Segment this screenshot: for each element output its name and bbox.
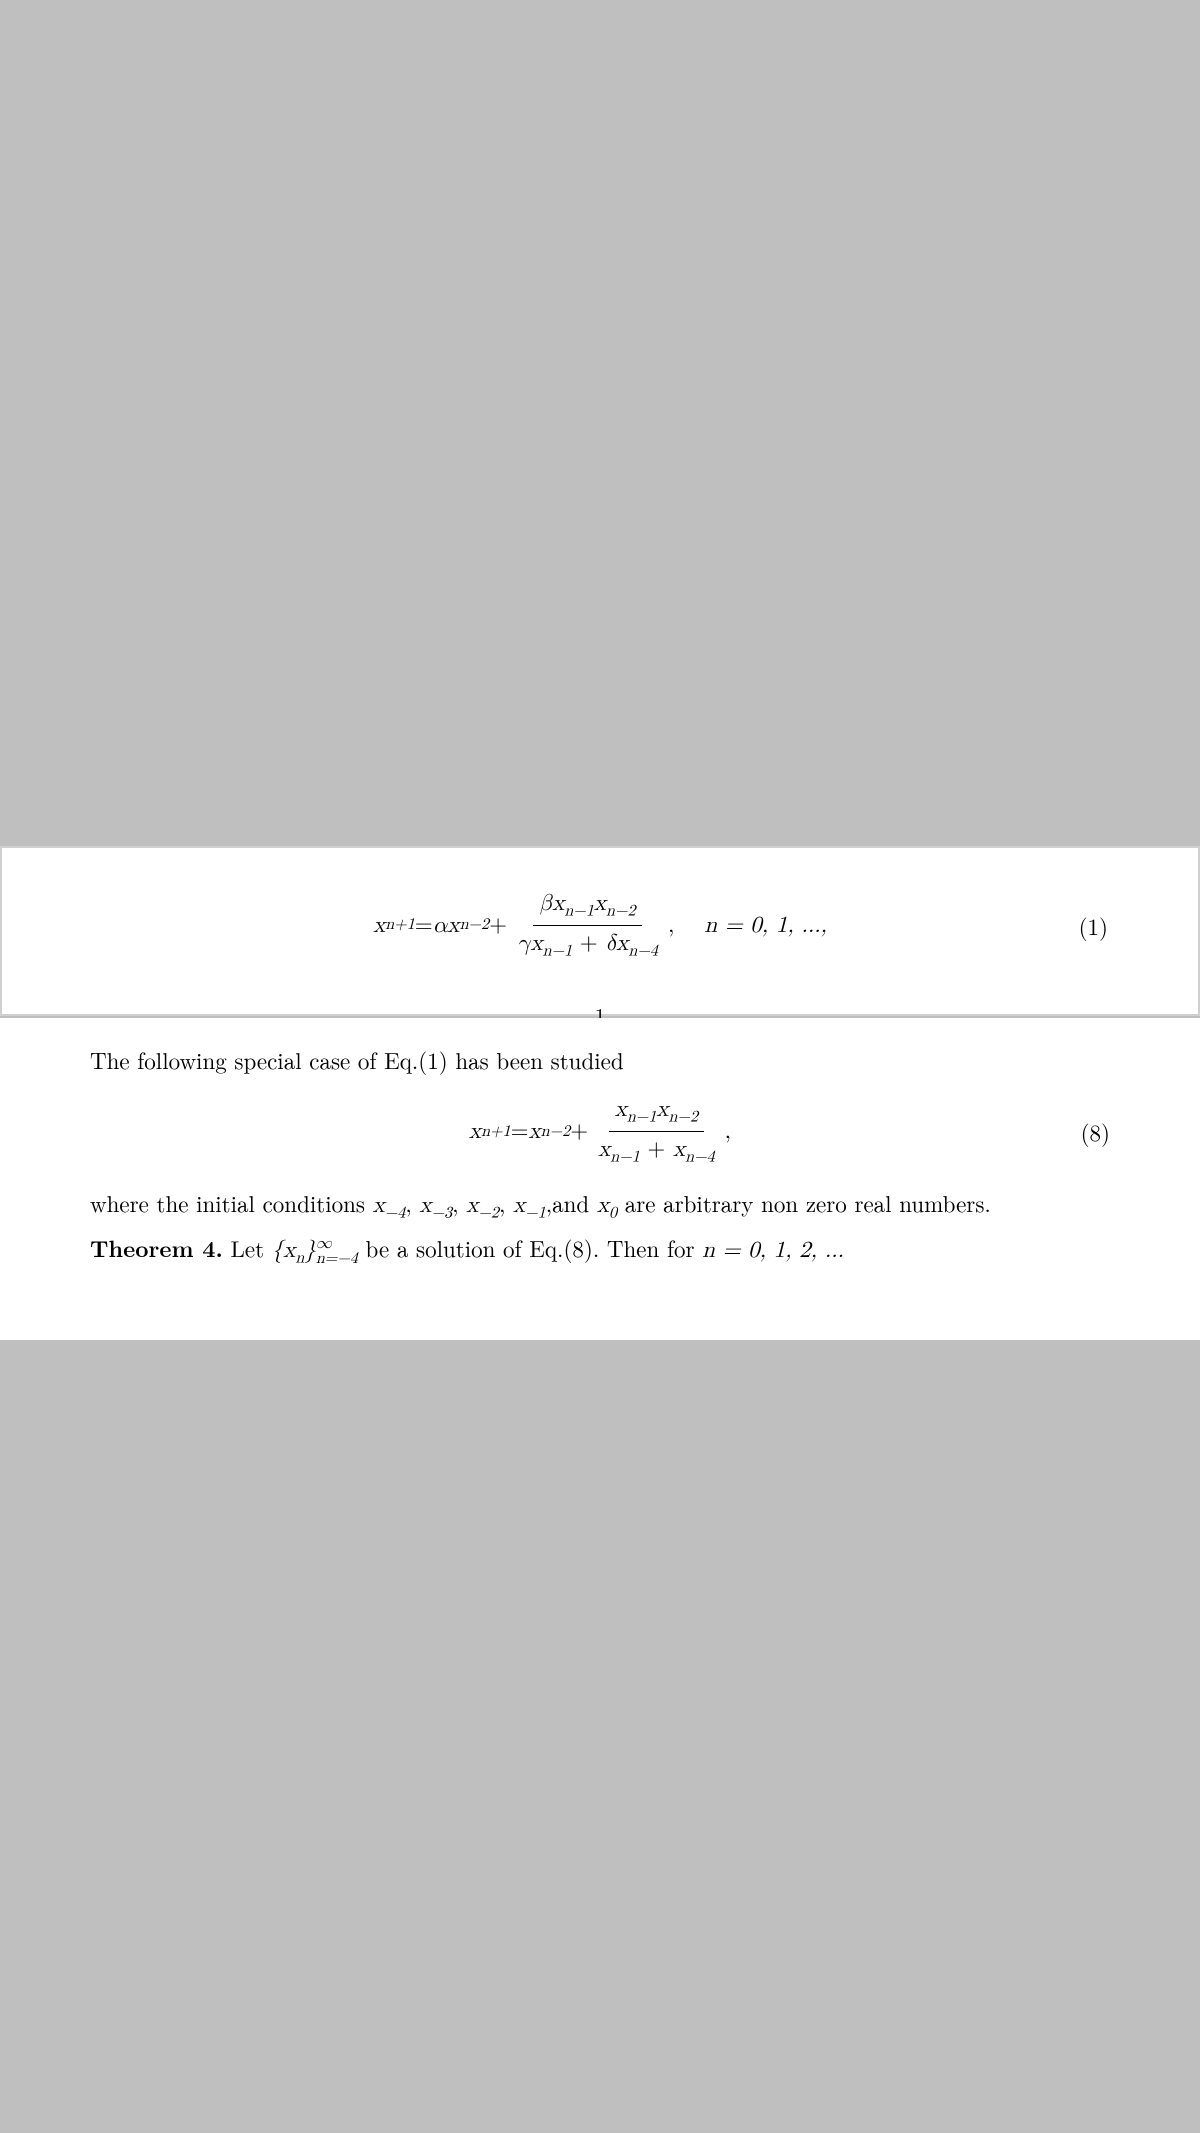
eq8-fraction: xn−1xn−2 xn−1 + xn−4 [592,1094,721,1169]
theorem-sup: ∞ [316,1237,358,1251]
cond-and: ,and [546,1186,597,1219]
page-section-2: The following special case of Eq.(1) has… [0,1018,1200,1340]
eq8-den-var2: x [673,1138,685,1161]
eq1-comma: , [668,910,674,942]
eq1-den-sub2: n−4 [628,944,658,960]
eq8-comma: , [725,1116,731,1148]
eq1-term1-var: x [447,910,459,942]
eq8-num-sub1: n−1 [627,1110,657,1126]
eq1-lhs-sub: n+1 [385,914,415,937]
eq1-den-var1: x [530,932,542,955]
cond-x0: x [597,1194,609,1217]
eq8-lhs-sub: n+1 [481,1121,511,1144]
eq1-den-gamma: γ [517,932,530,955]
theorem-mid: be a solution of Eq.(8). Then for [358,1231,702,1264]
eq8-equals: = [511,1116,529,1148]
eq8-lhs-var: x [469,1116,481,1148]
content-block-1: xn+1 = αxn−2 + βxn−1xn−2 γxn−1 + δxn−4 ,… [92,888,1108,1031]
eq1-plus: + [489,910,507,942]
eq1-num-beta: β [539,892,552,915]
eq1-num-var1: x [552,892,564,915]
eq8-plus: + [570,1116,588,1148]
eq1-num-sub2: n−2 [606,904,636,920]
content-block-2: The following special case of Eq.(1) has… [90,1044,1110,1270]
eq1-fraction: βxn−1xn−2 γxn−1 + δxn−4 [511,888,664,963]
theorem-4: Theorem 4. Let {xn}∞n=−4 be a solution o… [90,1232,1110,1270]
cond-x1-sub: −1 [525,1206,546,1222]
eq8-number: (8) [1081,1116,1110,1148]
equation-8: xn+1 = xn−2 + xn−1xn−2 xn−1 + xn−4 , (8) [90,1094,1110,1169]
theorem-label: Theorem 4. [90,1231,223,1264]
cond-x3-sub: −3 [432,1206,453,1222]
cond-x2: x [466,1194,478,1217]
equation-1: xn+1 = αxn−2 + βxn−1xn−2 γxn−1 + δxn−4 ,… [92,888,1108,963]
theorem-lower: n=−4 [316,1252,358,1266]
eq1-den-var2: x [616,932,628,955]
cond-sep3: , [499,1186,513,1219]
cond-x4-sub: −4 [385,1206,406,1222]
cond-suffix: are arbitrary non zero real numbers. [617,1186,991,1219]
cond-x3: x [419,1194,431,1217]
eq8-den-plus: + [640,1138,673,1161]
conditions-text: where the initial conditions x−4, x−3, x… [90,1187,1110,1225]
eq8-den-sub2: n−4 [685,1150,715,1166]
brace-open: { [272,1239,284,1262]
cond-x1: x [513,1194,525,1217]
cond-sep2: , [452,1186,466,1219]
eq1-equals: = [415,910,433,942]
eq8-den-var1: x [598,1138,610,1161]
eq8-term1-sub: n−2 [541,1121,571,1144]
brace-close: } [304,1239,316,1262]
theorem-seq-var: x [283,1239,295,1262]
eq8-den-sub1: n−1 [610,1150,640,1166]
cond-x0-sub: 0 [609,1206,617,1222]
eq1-lhs-var: x [373,910,385,942]
eq1-den-sub1: n−1 [543,944,573,960]
eq1-term1-sub: n−2 [460,914,490,937]
eq8-num-var1: x [615,1098,627,1121]
intro-text: The following special case of Eq.(1) has… [90,1044,1110,1076]
eq8-term1-var: x [529,1116,541,1148]
eq1-domain: n = 0, 1, ..., [704,910,827,942]
cond-sep1: , [405,1186,419,1219]
theorem-let: Let [223,1231,272,1264]
theorem-domain: n = 0, 1, 2, ... [702,1239,844,1262]
cond-x4: x [373,1194,385,1217]
eq8-num-sub2: n−2 [669,1110,699,1126]
cond-x2-sub: −2 [478,1206,499,1222]
page-section-1: xn+1 = αxn−2 + βxn−1xn−2 γxn−1 + δxn−4 ,… [0,846,1200,1016]
eq1-den-plus: + [572,932,605,955]
eq1-den-delta: δ [605,932,616,955]
eq1-alpha: α [433,910,448,942]
eq8-num-var2: x [656,1098,668,1121]
theorem-seq-sub: n [295,1250,304,1266]
cond-prefix: where the initial conditions [90,1186,373,1219]
eq1-number: (1) [1079,910,1108,942]
eq1-num-var2: x [594,892,606,915]
eq1-num-sub1: n−1 [564,904,594,920]
